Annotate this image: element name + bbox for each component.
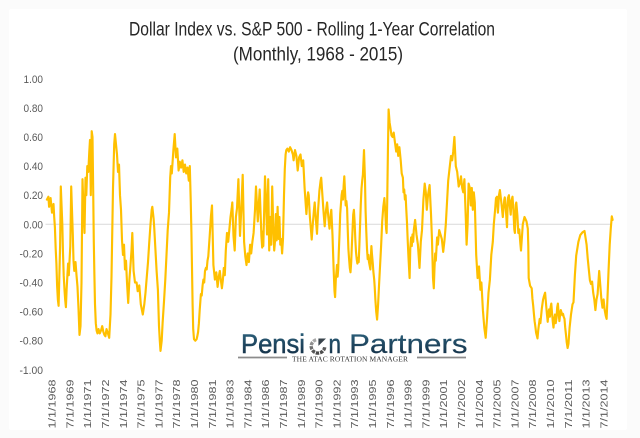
svg-text:n: n xyxy=(329,329,342,359)
svg-text:1/1/1998: 1/1/1998 xyxy=(404,379,415,429)
svg-text:1/1/1995: 1/1/1995 xyxy=(368,379,379,429)
svg-text:-0.20: -0.20 xyxy=(20,248,44,260)
svg-text:0.00: 0.00 xyxy=(24,219,44,231)
svg-text:1/1/2013: 1/1/2013 xyxy=(582,379,593,429)
svg-text:0.80: 0.80 xyxy=(24,103,44,115)
svg-text:0.20: 0.20 xyxy=(24,190,44,202)
svg-text:1/1/1986: 1/1/1986 xyxy=(261,379,272,429)
svg-text:Partners: Partners xyxy=(349,329,468,359)
svg-text:7/1/1999: 7/1/1999 xyxy=(421,379,432,429)
svg-text:1/1/1977: 1/1/1977 xyxy=(154,379,165,429)
svg-text:Dollar Index vs. S&P 500 - Rol: Dollar Index vs. S&P 500 - Rolling 1-Yea… xyxy=(129,20,495,41)
svg-text:7/1/2011: 7/1/2011 xyxy=(564,379,575,429)
svg-text:1/1/2007: 1/1/2007 xyxy=(510,379,521,429)
svg-text:7/1/2005: 7/1/2005 xyxy=(493,379,504,429)
svg-text:(Monthly, 1968 - 2015): (Monthly, 1968 - 2015) xyxy=(233,45,403,66)
svg-text:1/1/1980: 1/1/1980 xyxy=(190,379,201,429)
svg-text:-0.80: -0.80 xyxy=(20,336,44,348)
svg-text:0.60: 0.60 xyxy=(24,132,44,144)
svg-text:7/1/1975: 7/1/1975 xyxy=(137,379,148,429)
svg-text:7/1/1978: 7/1/1978 xyxy=(172,379,183,429)
svg-text:1/1/1989: 1/1/1989 xyxy=(297,379,308,429)
svg-text:Pensi: Pensi xyxy=(241,329,305,359)
svg-text:1/1/1974: 1/1/1974 xyxy=(119,379,130,429)
svg-text:7/1/1996: 7/1/1996 xyxy=(386,379,397,429)
svg-text:7/1/2008: 7/1/2008 xyxy=(528,379,539,429)
svg-text:-0.60: -0.60 xyxy=(20,307,44,319)
svg-text:7/1/1972: 7/1/1972 xyxy=(101,379,112,429)
svg-text:7/1/1969: 7/1/1969 xyxy=(65,379,76,429)
svg-text:7/1/2002: 7/1/2002 xyxy=(457,379,468,429)
svg-text:1/1/1992: 1/1/1992 xyxy=(332,379,343,429)
svg-text:-0.40: -0.40 xyxy=(20,278,44,290)
svg-text:1/1/2010: 1/1/2010 xyxy=(546,379,557,429)
svg-text:7/1/1981: 7/1/1981 xyxy=(208,379,219,429)
svg-text:1/1/2001: 1/1/2001 xyxy=(439,379,450,429)
svg-text:7/1/1993: 7/1/1993 xyxy=(350,379,361,429)
svg-text:1/1/1983: 1/1/1983 xyxy=(226,379,237,429)
svg-text:1.00: 1.00 xyxy=(24,74,44,86)
svg-text:7/1/2014: 7/1/2014 xyxy=(599,379,610,429)
svg-text:THE ATAC ROTATION MANAGER: THE ATAC ROTATION MANAGER xyxy=(292,355,408,364)
svg-text:7/1/1987: 7/1/1987 xyxy=(279,379,290,429)
svg-text:-1.00: -1.00 xyxy=(20,365,44,377)
svg-text:1/1/1971: 1/1/1971 xyxy=(83,379,94,429)
svg-text:1/1/1968: 1/1/1968 xyxy=(48,379,59,429)
svg-text:7/1/1990: 7/1/1990 xyxy=(315,379,326,429)
svg-text:1/1/2004: 1/1/2004 xyxy=(475,379,486,429)
svg-text:7/1/1984: 7/1/1984 xyxy=(243,379,254,429)
svg-text:0.40: 0.40 xyxy=(24,161,44,173)
